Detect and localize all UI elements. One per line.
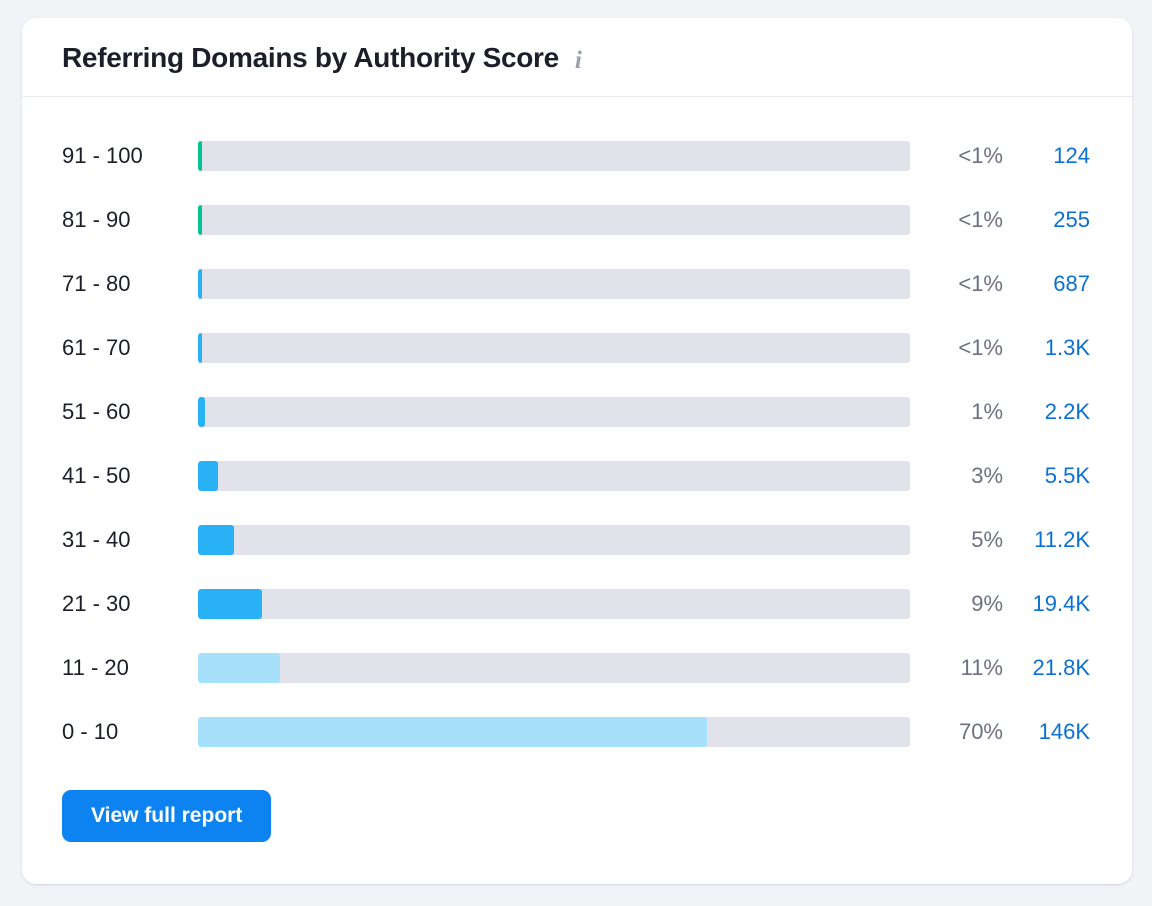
score-range-label: 61 - 70 [62, 335, 131, 360]
score-range-label: 71 - 80 [62, 271, 131, 296]
bar-track [198, 141, 910, 171]
percent-label: <1% [958, 207, 1003, 232]
bar-fill [198, 397, 206, 427]
domain-count-link[interactable]: 19.4K [1032, 591, 1091, 616]
percent-label: 70% [958, 719, 1003, 744]
authority-score-row: 31 - 40 5% 11.2K [62, 508, 1090, 572]
percent-label: 9% [971, 591, 1003, 616]
authority-score-row: 41 - 50 3% 5.5K [62, 444, 1090, 508]
authority-score-row: 91 - 100 <1% 124 [62, 124, 1090, 188]
percent-label: 11% [960, 655, 1003, 680]
bar-track [198, 525, 910, 555]
authority-score-row: 51 - 60 1% 2.2K [62, 380, 1090, 444]
authority-score-chart: 91 - 100 <1% 124 81 - 90 <1% 255 71 - 80… [22, 97, 1132, 764]
bar-track [198, 653, 910, 683]
score-range-label: 81 - 90 [62, 207, 131, 232]
domain-count-link[interactable]: 11.2K [1034, 527, 1090, 552]
bar-fill [198, 461, 218, 491]
bar-fill [198, 205, 203, 235]
domain-count-link[interactable]: 1.3K [1044, 335, 1090, 360]
domain-count-link[interactable]: 146K [1038, 719, 1090, 744]
authority-score-row: 81 - 90 <1% 255 [62, 188, 1090, 252]
bar-track [198, 205, 910, 235]
domain-count-link[interactable]: 687 [1053, 271, 1090, 296]
authority-score-row: 11 - 20 11% 21.8K [62, 636, 1090, 700]
score-range-label: 31 - 40 [62, 527, 131, 552]
bar-fill [198, 717, 708, 747]
bar-track [198, 589, 910, 619]
score-range-label: 41 - 50 [62, 463, 131, 488]
info-icon[interactable]: i [574, 46, 582, 74]
bar-track [198, 269, 910, 299]
bar-track [198, 461, 910, 491]
domain-count-link[interactable]: 5.5K [1044, 463, 1090, 488]
domain-count-link[interactable]: 255 [1053, 207, 1090, 232]
percent-label: 5% [971, 527, 1003, 552]
bar-track [198, 333, 910, 363]
domain-count-link[interactable]: 21.8K [1032, 655, 1091, 680]
bar-fill [198, 269, 203, 299]
authority-score-row: 71 - 80 <1% 687 [62, 252, 1090, 316]
score-range-label: 91 - 100 [62, 143, 143, 168]
bar-fill [198, 589, 263, 619]
bar-fill [198, 653, 280, 683]
percent-label: <1% [958, 143, 1003, 168]
percent-label: 3% [971, 463, 1003, 488]
score-range-label: 0 - 10 [62, 719, 119, 744]
bar-fill [198, 333, 203, 363]
card-header: Referring Domains by Authority Score i [22, 18, 1132, 97]
card-title: Referring Domains by Authority Score [62, 42, 559, 73]
percent-label: <1% [958, 271, 1003, 296]
referring-domains-card: Referring Domains by Authority Score i 9… [22, 18, 1132, 884]
score-range-label: 21 - 30 [62, 591, 131, 616]
score-range-label: 11 - 20 [62, 655, 129, 680]
percent-label: 1% [971, 399, 1003, 424]
bar-fill [198, 141, 203, 171]
score-range-label: 51 - 60 [62, 399, 131, 424]
bar-fill [198, 525, 234, 555]
bar-track [198, 717, 910, 747]
view-full-report-button[interactable]: View full report [62, 790, 272, 842]
authority-score-row: 0 - 10 70% 146K [62, 700, 1090, 764]
domain-count-link[interactable]: 124 [1053, 143, 1090, 168]
authority-score-row: 21 - 30 9% 19.4K [62, 572, 1090, 636]
authority-score-row: 61 - 70 <1% 1.3K [62, 316, 1090, 380]
bar-track [198, 397, 910, 427]
percent-label: <1% [958, 335, 1003, 360]
domain-count-link[interactable]: 2.2K [1044, 399, 1090, 424]
